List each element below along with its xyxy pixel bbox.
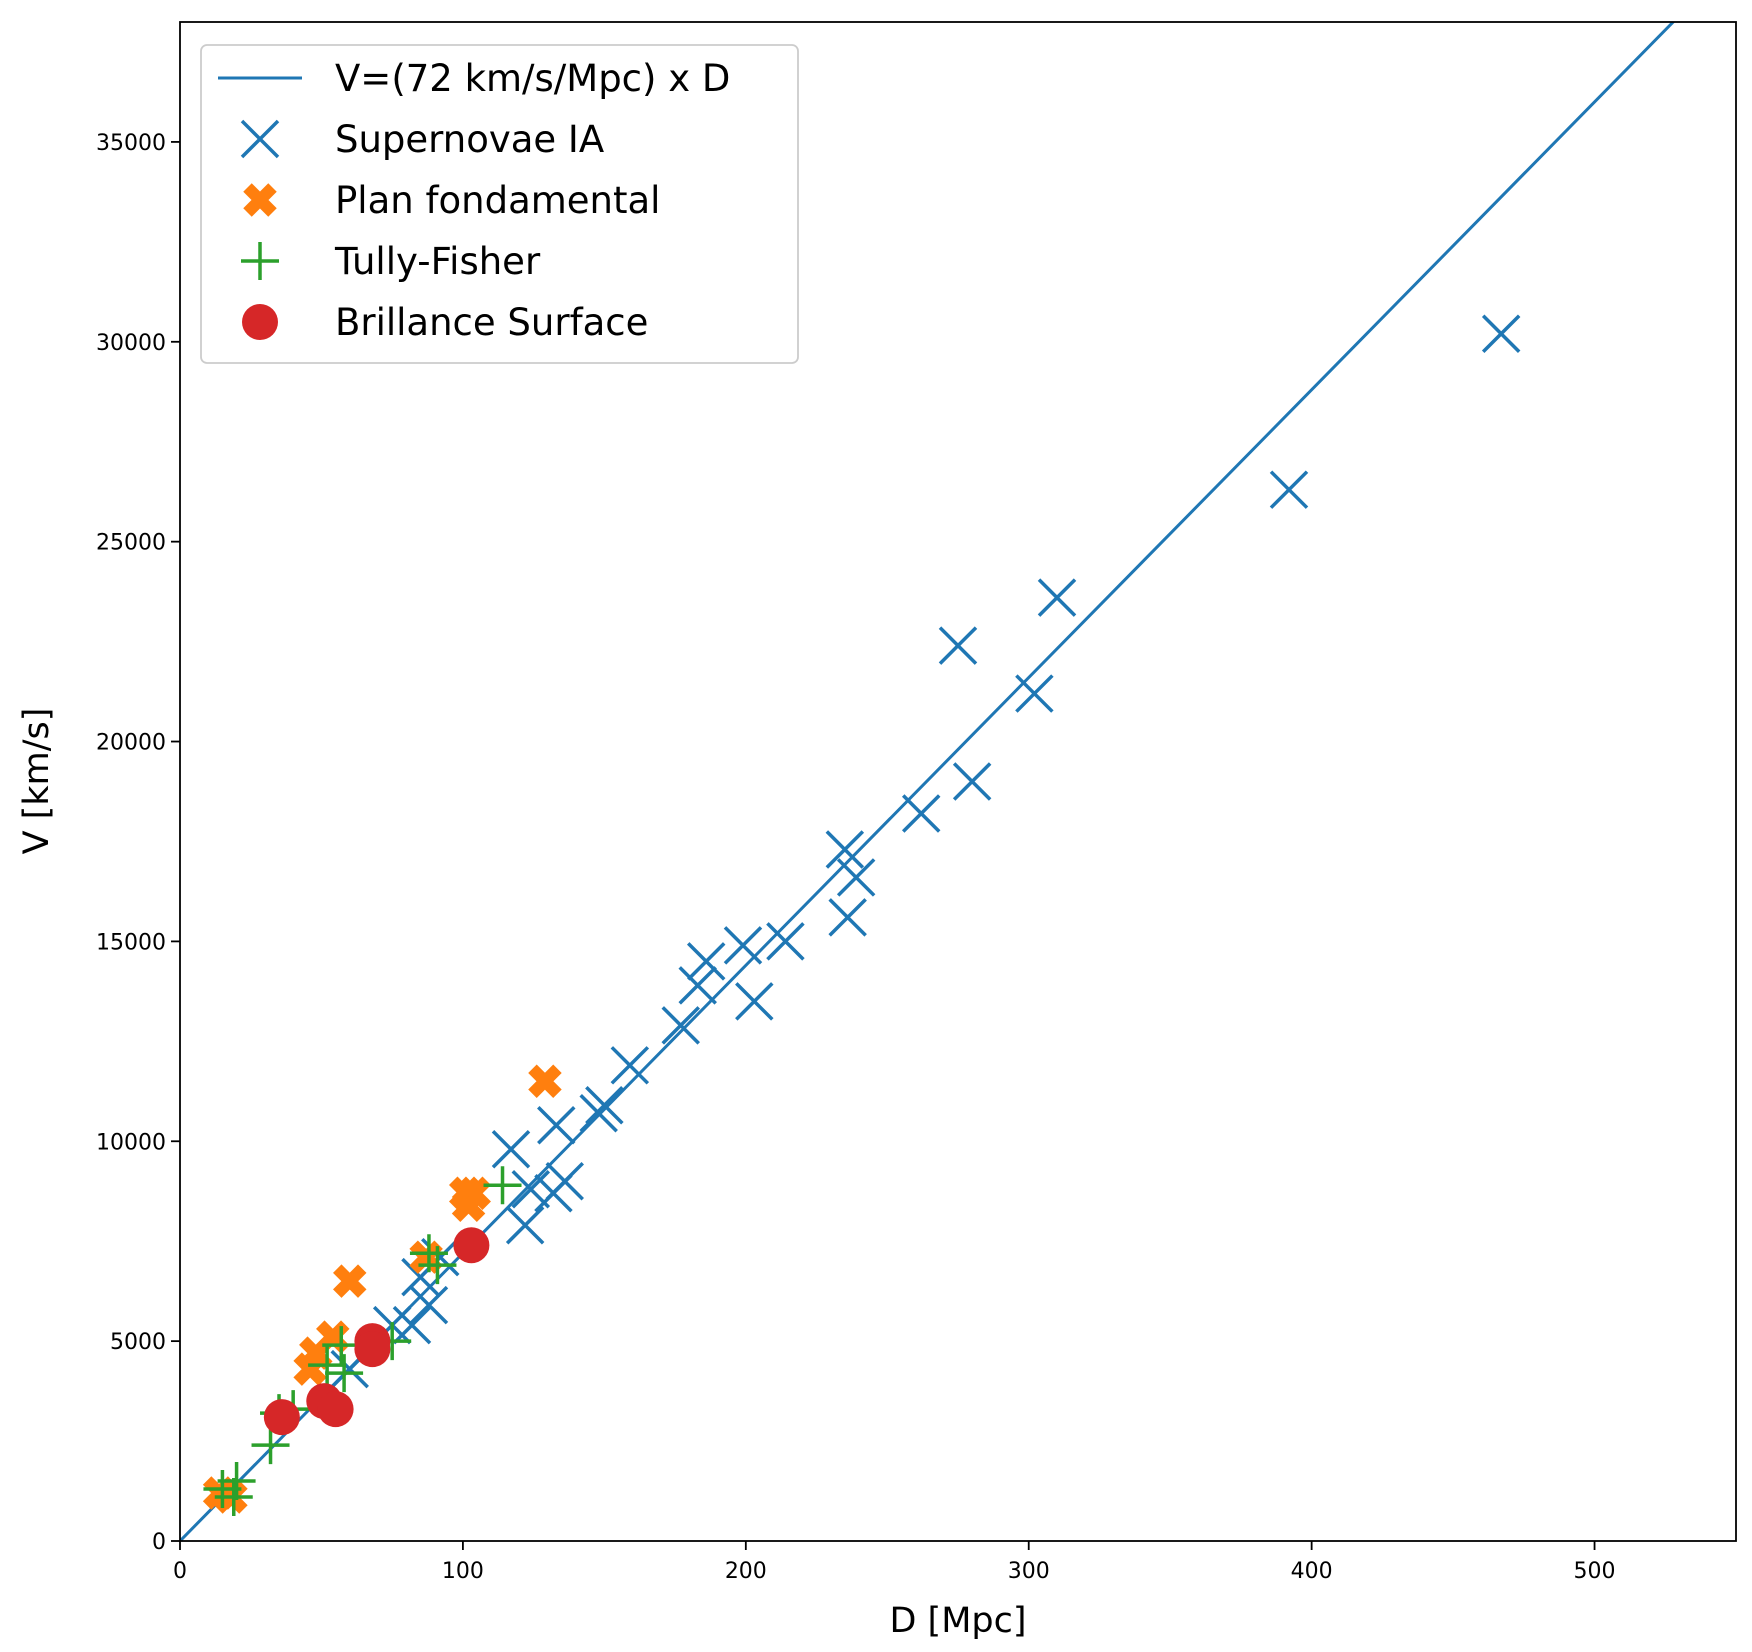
hubble-fit-line <box>180 22 1676 1541</box>
supernova-point-25 <box>505 1205 545 1245</box>
brillance-surface-point-3 <box>354 1331 391 1368</box>
supernova-point-12 <box>723 926 763 965</box>
legend-label-plan-fondamental: Plan fondamental <box>335 179 660 222</box>
plan-fondamental-point-5 <box>333 1264 367 1298</box>
y-tick-label: 25000 <box>96 531 166 556</box>
supernova-point-2 <box>1269 470 1309 509</box>
tully-fisher-point-5 <box>322 1326 361 1365</box>
plan-fondamental-point-9 <box>293 1352 327 1386</box>
y-axis-label: V [km/s] <box>17 708 57 855</box>
supernova-point-5 <box>1015 674 1054 713</box>
tully-fisher-point-7 <box>325 1354 364 1393</box>
plot-area <box>180 22 1676 1541</box>
legend-swatches <box>240 119 280 340</box>
supernova-point-28 <box>409 1285 449 1325</box>
legend-swatch-tully-fisher <box>241 242 279 280</box>
supernova-point-19 <box>579 1094 618 1133</box>
y-tick-label: 10000 <box>96 1130 166 1155</box>
x-tick-label: 400 <box>1291 1559 1333 1584</box>
brillance-surface-point-1 <box>453 1227 490 1264</box>
legend-box <box>200 44 799 364</box>
x-tick-label: 200 <box>725 1559 767 1584</box>
supernova-point-7 <box>901 794 941 833</box>
legend-label-line: V=(72 km/s/Mpc) x D <box>335 57 730 100</box>
tully-fisher-point-13 <box>203 1470 242 1509</box>
supernova-point-14 <box>678 966 717 1005</box>
tully-fisher-point-3 <box>418 1246 457 1285</box>
supernova-point-24 <box>545 1162 584 1201</box>
supernova-point-22 <box>511 1169 551 1209</box>
x-tick-label: 300 <box>1008 1559 1050 1584</box>
supernova-point-3 <box>1037 578 1077 617</box>
y-tick-label: 5000 <box>110 1330 166 1355</box>
supernova-point-10 <box>828 898 867 937</box>
supernova-point-6 <box>952 762 992 801</box>
x-axis-ticks: 0 100 200 300 400 500 <box>173 1541 1616 1584</box>
points-layer <box>202 314 1521 1517</box>
x-tick-label: 500 <box>1574 1559 1616 1584</box>
legend-swatch-plan-fondamental <box>243 183 277 217</box>
brillance-surface-point-5 <box>317 1391 354 1428</box>
fit-line-layer <box>180 22 1676 1541</box>
y-tick-label: 35000 <box>96 131 166 156</box>
tully-fisher-point-1 <box>483 1166 522 1205</box>
legend-swatch-brillance-surface <box>242 304 278 340</box>
legend-label-supernovae: Supernovae IA <box>335 118 604 161</box>
y-axis-ticks: 0 5000 10000 15000 20000 25000 30000 35000 <box>96 131 180 1555</box>
plot-frame <box>179 21 1737 1542</box>
x-axis-label: D [Mpc] <box>889 1601 1026 1641</box>
tully-fisher-point-10 <box>251 1426 290 1465</box>
supernova-point-16 <box>661 1006 700 1045</box>
supernova-point-4 <box>938 626 978 665</box>
tully-fisher-point-6 <box>308 1346 347 1385</box>
legend-label-tully-fisher: Tully-Fisher <box>334 240 541 283</box>
supernova-point-13 <box>686 942 726 981</box>
y-tick-label: 15000 <box>96 930 166 955</box>
supernova-point-21 <box>491 1130 531 1169</box>
legend-label-brillance-surface: Brillance Surface <box>335 301 648 344</box>
supernova-point-17 <box>610 1046 650 1085</box>
y-tick-label: 0 <box>152 1530 166 1555</box>
supernova-point-29 <box>392 1305 432 1345</box>
legend: V=(72 km/s/Mpc) x D Supernovae IA Plan f… <box>200 44 799 364</box>
brillance-surface-point-6 <box>263 1399 300 1436</box>
supernova-point-1 <box>1481 314 1521 354</box>
x-tick-label: 0 <box>173 1559 187 1584</box>
supernova-point-9 <box>836 858 876 897</box>
supernova-point-8 <box>825 830 865 869</box>
plan-fondamental-point-4 <box>451 1188 486 1222</box>
legend-swatch-supernova <box>240 119 280 159</box>
y-tick-label: 30000 <box>96 331 166 356</box>
supernova-point-20 <box>537 1106 576 1145</box>
supernova-point-11 <box>766 922 805 961</box>
plan-fondamental-point-1 <box>528 1064 562 1099</box>
y-tick-label: 20000 <box>96 731 166 756</box>
supernova-point-15 <box>735 982 774 1021</box>
x-tick-label: 100 <box>442 1559 484 1584</box>
